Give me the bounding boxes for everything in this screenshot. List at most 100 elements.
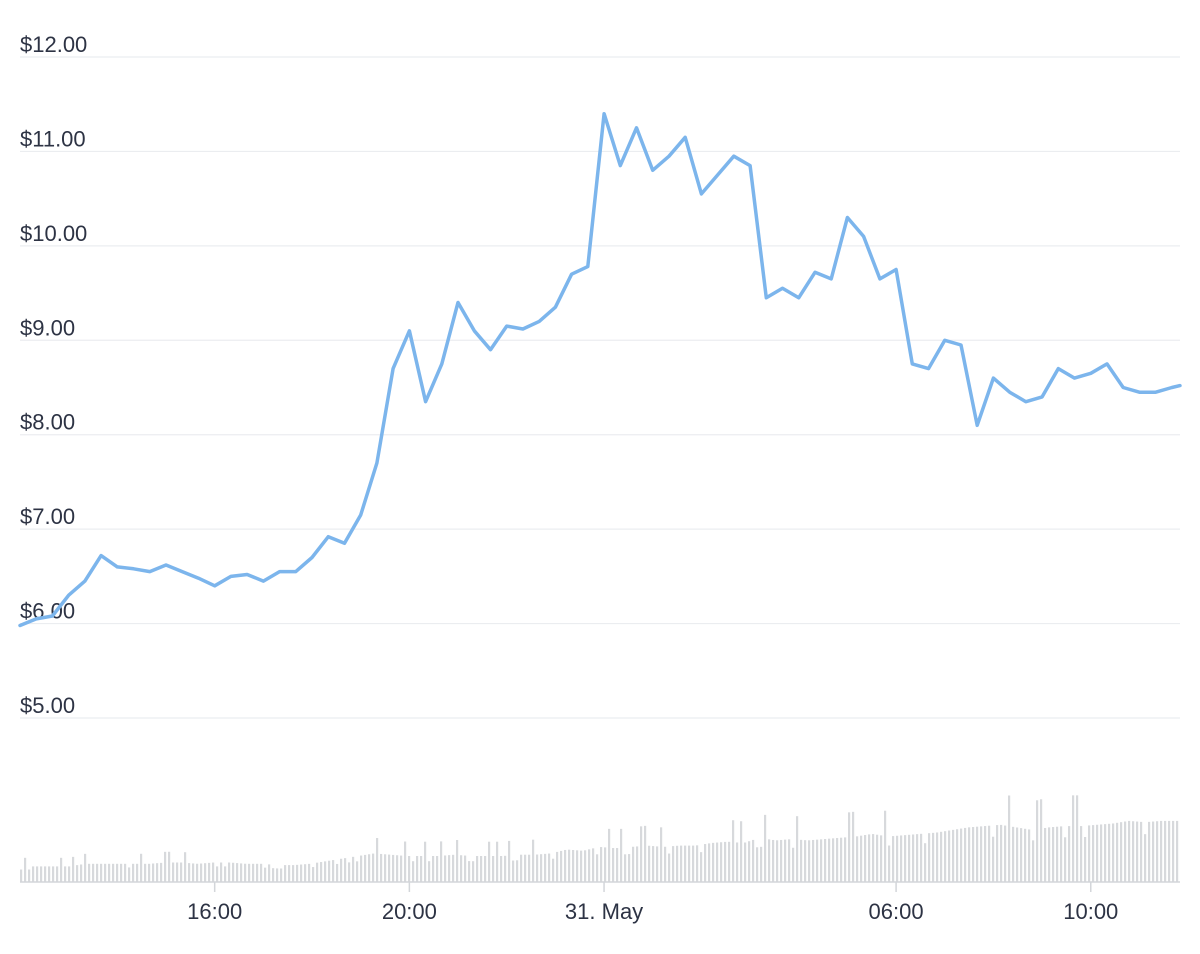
volume-bar (384, 854, 387, 882)
volume-bar (1152, 821, 1155, 882)
volume-bar (224, 866, 227, 882)
volume-bar (228, 862, 231, 882)
volume-bar (244, 863, 247, 882)
grid-lines (20, 56, 1180, 719)
volume-bar (188, 863, 191, 882)
volume-bar (24, 857, 27, 882)
volume-bar (344, 858, 347, 882)
y-tick-label: $7.00 (20, 504, 75, 529)
volume-bar (880, 835, 883, 882)
volume-bar (972, 827, 975, 882)
volume-bar (192, 863, 195, 882)
volume-bar (536, 854, 539, 882)
volume-bar (40, 866, 43, 882)
volume-bar (696, 845, 699, 882)
volume-bar (1112, 823, 1115, 882)
volume-bar (476, 856, 479, 882)
volume-bar (660, 827, 663, 882)
volume-bar (1092, 825, 1095, 882)
volume-bar (920, 833, 923, 882)
volume-bar (804, 840, 807, 882)
volume-bar (968, 827, 971, 882)
volume-bar (704, 844, 707, 882)
volume-bar (1144, 834, 1147, 882)
volume-bar (60, 857, 63, 882)
volume-bar (800, 839, 803, 882)
volume-bar (404, 841, 407, 882)
x-axis-ticks: 16:00 20:00 31. May 06:00 10:00 (187, 882, 1118, 924)
volume-bar (488, 841, 491, 882)
volume-bar (1036, 800, 1039, 882)
volume-bar (692, 845, 695, 882)
volume-bar (748, 841, 751, 882)
volume-bar (132, 863, 135, 882)
volume-bar (320, 862, 323, 882)
volume-bar (32, 866, 35, 882)
volume-bar (316, 862, 319, 882)
volume-bar (572, 849, 575, 882)
volume-bar (592, 848, 595, 882)
volume-bar (296, 864, 299, 882)
volume-bar (144, 863, 147, 882)
volume-bar (324, 861, 327, 882)
volume-bar (1072, 795, 1075, 882)
volume-bar (108, 863, 111, 882)
volume-bar (688, 845, 691, 882)
volume-bar (640, 826, 643, 882)
volume-bar (980, 826, 983, 882)
volume-bar (604, 847, 607, 882)
volume-bar (372, 853, 375, 882)
volume-bar (616, 848, 619, 882)
volume-bar (284, 865, 287, 882)
volume-bar (336, 863, 339, 882)
volume-bar (860, 835, 863, 882)
volume-bar (136, 863, 139, 882)
volume-bar (116, 863, 119, 882)
volume-bar (540, 854, 543, 882)
volume-bar (832, 838, 835, 882)
volume-bar (492, 856, 495, 882)
volume-bar (288, 865, 291, 882)
volume-bar (104, 863, 107, 882)
volume-bar (448, 855, 451, 882)
volume-bar (300, 864, 303, 882)
volume-bar (420, 856, 423, 882)
volume-bar (1016, 827, 1019, 882)
volume-bar (544, 853, 547, 882)
volume-bar (680, 845, 683, 882)
volume-bar (912, 834, 915, 882)
volume-bar (568, 849, 571, 882)
volume-bar (940, 831, 943, 882)
volume-bar (308, 863, 311, 882)
volume-bar (996, 825, 999, 882)
volume-bar (756, 847, 759, 882)
volume-bar (416, 856, 419, 882)
volume-bar (396, 855, 399, 882)
volume-bar (452, 854, 455, 882)
volume-bar (392, 854, 395, 882)
volume-bar (456, 839, 459, 882)
y-tick-label: $11.00 (20, 126, 86, 151)
volume-bar (724, 841, 727, 882)
volume-bar (512, 860, 515, 882)
volume-bar (644, 825, 647, 882)
volume-bar (1108, 823, 1111, 882)
volume-bar (352, 856, 355, 882)
volume-bar (732, 820, 735, 882)
price-series (18, 111, 1182, 628)
volume-bar (1024, 828, 1027, 882)
volume-bar (964, 827, 967, 882)
y-tick-label: $8.00 (20, 410, 75, 435)
volume-bar (280, 868, 283, 882)
volume-bar (620, 828, 623, 882)
volume-bar (1020, 828, 1023, 882)
volume-bar (928, 833, 931, 882)
volume-bar (908, 834, 911, 882)
volume-bar (876, 834, 879, 882)
volume-bar (840, 837, 843, 882)
volume-bar (684, 845, 687, 882)
volume-bar (1148, 821, 1151, 882)
volume-bar (212, 862, 215, 882)
volume-bar (176, 862, 179, 882)
volume-bar (924, 843, 927, 882)
